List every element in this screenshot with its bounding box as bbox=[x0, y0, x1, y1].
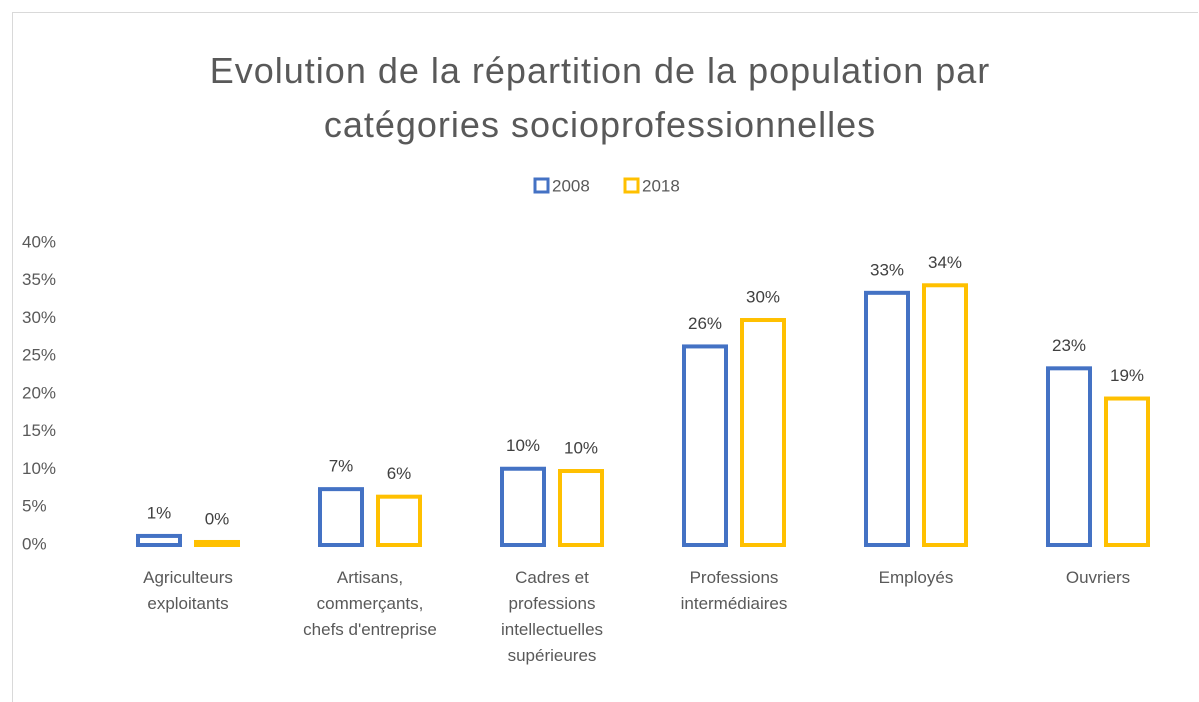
y-tick-label: 5% bbox=[22, 497, 47, 516]
data-label: 34% bbox=[928, 253, 962, 272]
bar bbox=[1046, 366, 1092, 547]
data-label: 10% bbox=[564, 438, 598, 457]
data-label: 33% bbox=[870, 260, 904, 279]
data-label: 0% bbox=[205, 509, 230, 528]
legend-swatch bbox=[533, 177, 550, 194]
bar bbox=[558, 469, 604, 548]
bar bbox=[136, 533, 182, 548]
bar bbox=[318, 487, 364, 548]
data-label: 19% bbox=[1110, 366, 1144, 385]
bar bbox=[682, 344, 728, 547]
data-label: 7% bbox=[329, 457, 354, 476]
data-label: 10% bbox=[506, 436, 540, 455]
bar bbox=[740, 318, 786, 548]
y-tick-label: 20% bbox=[22, 383, 56, 402]
x-tick-label: Artisans, commerçants, chefs d'entrepris… bbox=[303, 568, 437, 639]
y-tick-label: 35% bbox=[22, 270, 56, 289]
y-tick-label: 0% bbox=[22, 534, 47, 553]
x-tick-label: Ouvriers bbox=[1065, 568, 1131, 587]
x-tick-label: Cadres et professions intellectuelles su… bbox=[500, 568, 604, 665]
bar bbox=[500, 466, 546, 547]
legend-label: 2018 bbox=[642, 176, 680, 195]
y-tick-label: 30% bbox=[22, 308, 56, 327]
y-tick-label: 15% bbox=[22, 421, 56, 440]
bar bbox=[376, 494, 422, 547]
bar bbox=[194, 539, 240, 547]
bar bbox=[864, 290, 910, 547]
y-tick-label: 40% bbox=[22, 232, 56, 251]
bar bbox=[922, 283, 968, 547]
x-tick-label: Employés bbox=[878, 568, 954, 587]
data-label: 30% bbox=[746, 287, 780, 306]
data-label: 23% bbox=[1052, 336, 1086, 355]
chart-title: Evolution de la répartition de la popula… bbox=[209, 50, 991, 145]
data-label: 26% bbox=[688, 314, 722, 333]
legend-label: 2008 bbox=[552, 176, 590, 195]
data-label: 6% bbox=[387, 464, 412, 483]
x-tick-label: Agriculteurs exploitants bbox=[143, 568, 233, 613]
legend-swatch bbox=[623, 177, 640, 194]
x-tick-label: Professions intermédiaires bbox=[680, 568, 788, 613]
bar bbox=[1104, 396, 1150, 547]
y-tick-label: 25% bbox=[22, 346, 56, 365]
chart-frame bbox=[12, 12, 1198, 702]
data-label: 1% bbox=[147, 503, 172, 522]
y-tick-label: 10% bbox=[22, 459, 56, 478]
